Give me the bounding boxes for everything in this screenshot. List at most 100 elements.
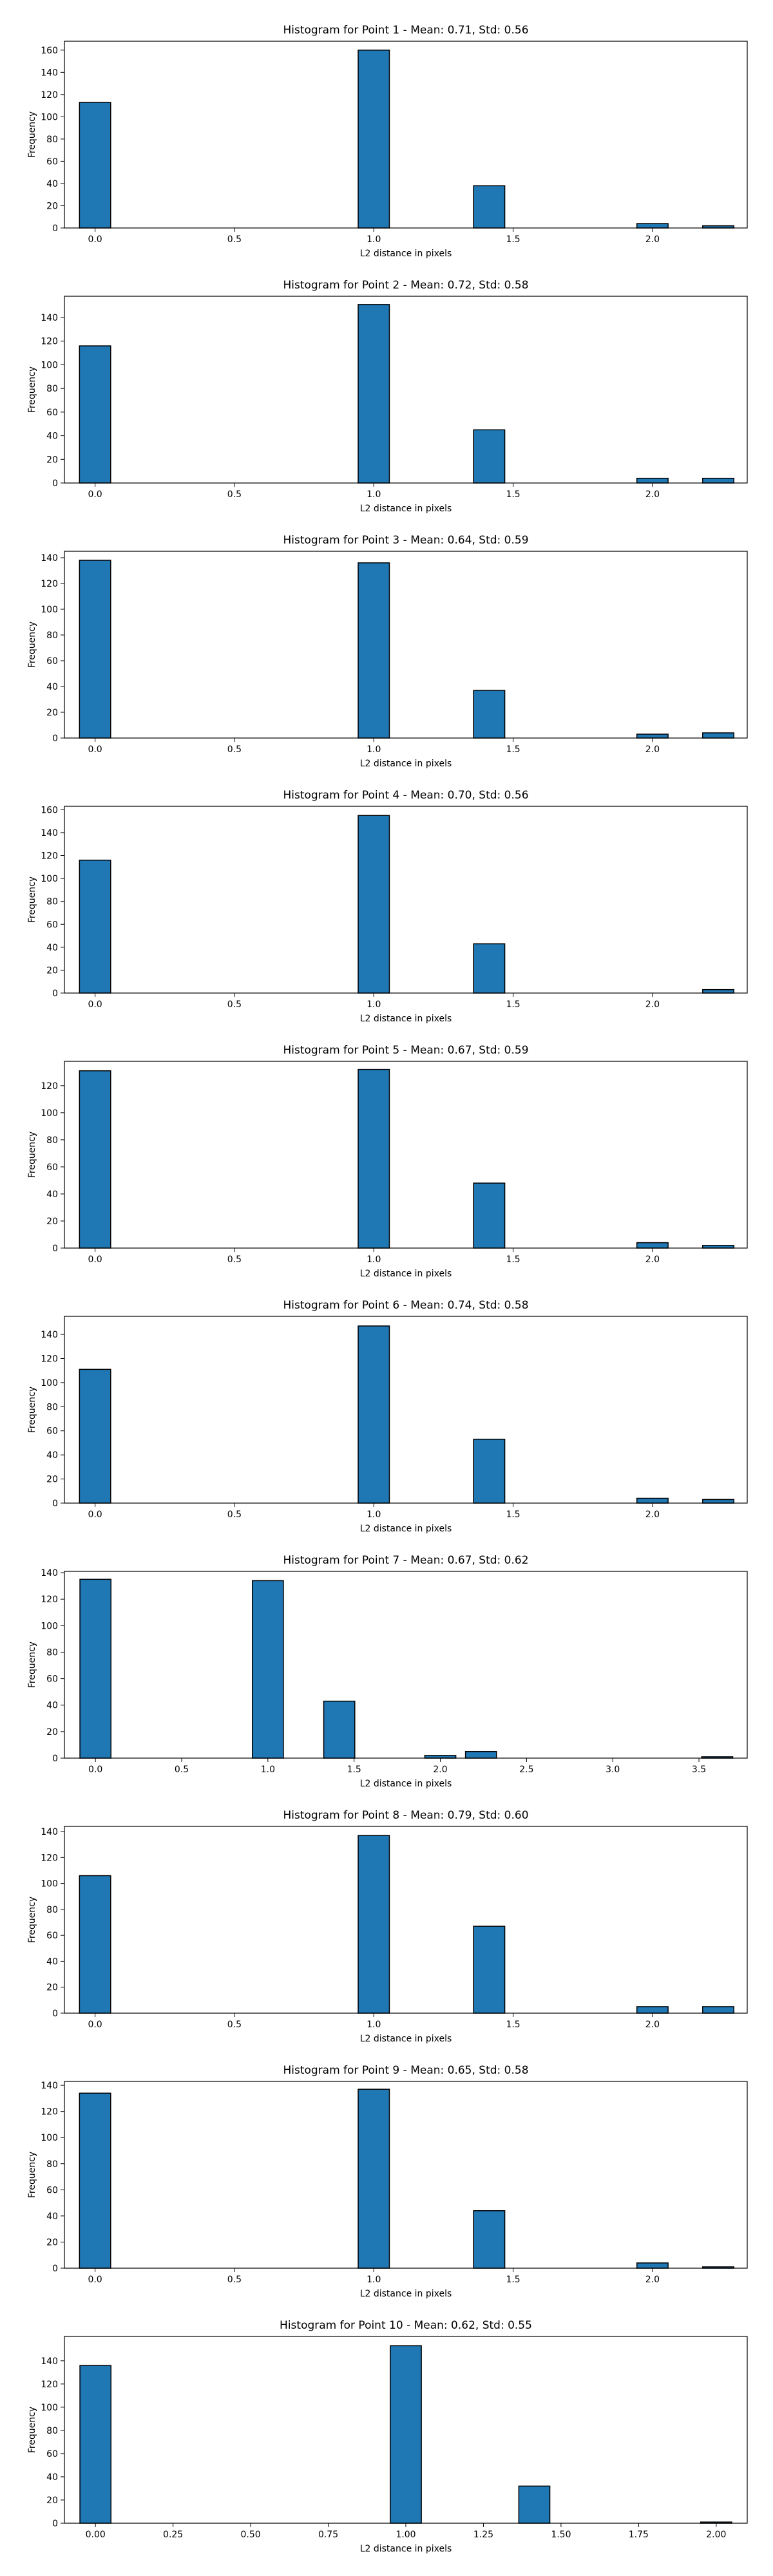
chart-title: Histogram for Point 2 - Mean: 0.72, Std:… <box>283 279 528 292</box>
x-axis-label: L2 distance in pixels <box>360 1524 452 1534</box>
y-tick-label: 60 <box>46 1674 58 1685</box>
y-tick-label: 40 <box>46 2472 58 2483</box>
histogram-bar <box>358 815 390 994</box>
y-tick-label: 80 <box>46 897 58 907</box>
histogram-bar <box>358 304 390 484</box>
axes-frame <box>64 1316 748 1504</box>
histogram-bar <box>358 50 390 229</box>
x-tick-label: 1.0 <box>367 999 381 1010</box>
y-tick-label: 100 <box>41 2403 58 2413</box>
y-axis-label: Frequency <box>27 1897 37 1943</box>
y-tick-label: 120 <box>41 1595 58 1605</box>
x-tick-label: 1.5 <box>506 489 520 500</box>
histogram-bar <box>636 1242 669 1249</box>
chart-title: Histogram for Point 10 - Mean: 0.62, Std… <box>280 2319 532 2332</box>
axes-frame <box>64 806 748 994</box>
y-tick-label: 40 <box>46 431 58 442</box>
chart-panel-8: Histogram for Point 8 - Mean: 0.79, Std:… <box>27 1809 748 2044</box>
chart-title: Histogram for Point 9 - Mean: 0.65, Std:… <box>283 2064 528 2077</box>
chart-title: Histogram for Point 5 - Mean: 0.67, Std:… <box>283 1044 528 1057</box>
y-tick-label: 0 <box>52 2519 58 2529</box>
y-tick-label: 140 <box>41 1568 58 1578</box>
histogram-bar <box>79 560 111 739</box>
y-tick-label: 20 <box>46 2237 58 2248</box>
histogram-bar <box>636 477 669 484</box>
x-tick-label: 1.5 <box>506 1255 520 1265</box>
y-tick-label: 60 <box>46 1162 58 1173</box>
histogram-bar <box>702 1245 734 1249</box>
histogram-bar <box>473 429 506 484</box>
x-tick-label: 2.0 <box>645 2020 660 2030</box>
y-tick-label: 40 <box>46 682 58 692</box>
x-tick-label: 2.5 <box>519 1765 533 1775</box>
y-tick-label: 120 <box>41 2380 58 2390</box>
histogram-bar <box>79 1875 111 2014</box>
histogram-bar <box>358 2088 390 2269</box>
y-tick-label: 40 <box>46 2211 58 2222</box>
y-tick-label: 0 <box>52 1499 58 1509</box>
x-tick-label: 1.0 <box>367 1255 381 1265</box>
y-tick-label: 60 <box>46 1931 58 1941</box>
histogram-bar <box>424 1755 457 1759</box>
histogram-bar <box>473 690 506 739</box>
x-tick-label: 1.75 <box>629 2530 649 2540</box>
y-tick-label: 140 <box>41 828 58 838</box>
y-tick-label: 80 <box>46 1647 58 1658</box>
x-tick-label: 1.5 <box>347 1765 361 1775</box>
x-tick-label: 0.0 <box>88 1765 102 1775</box>
y-tick-label: 20 <box>46 1727 58 1738</box>
y-tick-label: 160 <box>41 46 58 56</box>
y-tick-label: 100 <box>41 1378 58 1388</box>
y-tick-label: 120 <box>41 1853 58 1863</box>
histogram-bar <box>473 2210 506 2269</box>
y-tick-label: 60 <box>46 2185 58 2195</box>
y-tick-label: 0 <box>52 2264 58 2274</box>
chart-panel-10: Histogram for Point 10 - Mean: 0.62, Std… <box>27 2319 748 2554</box>
x-tick-label: 2.0 <box>645 999 660 1010</box>
chart-title: Histogram for Point 4 - Mean: 0.70, Std:… <box>283 789 528 802</box>
x-tick-label: 1.25 <box>473 2530 493 2540</box>
y-tick-label: 60 <box>46 656 58 667</box>
chart-title: Histogram for Point 6 - Mean: 0.74, Std:… <box>283 1299 528 1312</box>
x-tick-label: 2.0 <box>645 2275 660 2285</box>
axes-frame <box>64 2081 748 2269</box>
histogram-bar <box>473 185 506 229</box>
y-tick-label: 140 <box>41 1827 58 1837</box>
axes-frame <box>64 1571 748 1759</box>
y-tick-label: 100 <box>41 360 58 370</box>
chart-panel-4: Histogram for Point 4 - Mean: 0.70, Std:… <box>27 789 748 1024</box>
y-axis-label: Frequency <box>27 111 37 158</box>
x-tick-label: 3.5 <box>692 1765 706 1775</box>
histogram-bar <box>79 102 111 229</box>
y-tick-label: 140 <box>41 553 58 564</box>
y-tick-label: 120 <box>41 90 58 100</box>
chart-title: Histogram for Point 7 - Mean: 0.67, Std:… <box>283 1554 528 1567</box>
y-tick-label: 20 <box>46 455 58 465</box>
x-tick-label: 0.5 <box>227 2275 242 2285</box>
x-tick-label: 0.0 <box>88 744 102 755</box>
chart-panel-1: Histogram for Point 1 - Mean: 0.71, Std:… <box>27 24 748 259</box>
x-tick-label: 1.0 <box>367 489 381 500</box>
y-tick-label: 0 <box>52 1754 58 1764</box>
y-tick-label: 100 <box>41 1621 58 1631</box>
x-tick-label: 0.0 <box>88 2275 102 2285</box>
y-tick-label: 80 <box>46 384 58 394</box>
chart-title: Histogram for Point 3 - Mean: 0.64, Std:… <box>283 534 528 547</box>
chart-panel-3: Histogram for Point 3 - Mean: 0.64, Std:… <box>27 534 748 769</box>
histogram-bar <box>636 1497 669 1504</box>
x-tick-label: 1.0 <box>367 234 381 245</box>
y-tick-label: 120 <box>41 579 58 589</box>
y-axis-label: Frequency <box>27 1642 37 1688</box>
histogram-bar <box>79 345 111 484</box>
y-tick-label: 140 <box>41 68 58 78</box>
y-tick-label: 80 <box>46 1905 58 1915</box>
x-tick-label: 1.0 <box>261 1765 275 1775</box>
x-tick-label: 1.0 <box>367 2275 381 2285</box>
y-tick-label: 40 <box>46 943 58 953</box>
y-tick-label: 140 <box>41 313 58 323</box>
x-tick-label: 0.5 <box>227 1510 242 1520</box>
x-tick-label: 0.5 <box>227 2020 242 2030</box>
y-tick-label: 40 <box>46 1956 58 1967</box>
y-tick-label: 80 <box>46 1135 58 1146</box>
y-tick-label: 0 <box>52 2009 58 2019</box>
